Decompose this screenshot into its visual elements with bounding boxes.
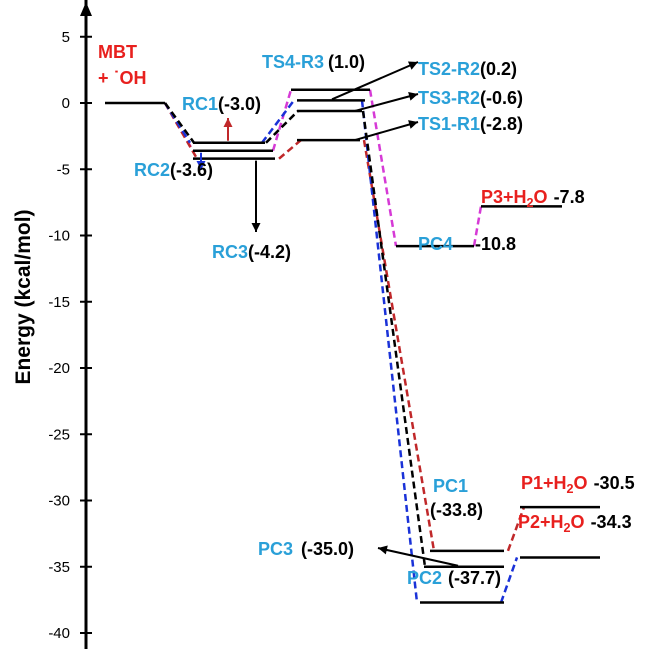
- pc4-name: PC4: [418, 234, 453, 254]
- y-tick-label: 0: [62, 95, 70, 112]
- pc4-label: PC4 -10.8: [418, 234, 516, 254]
- rc2-label: RC2(-3.6): [134, 160, 213, 180]
- pc3-value: (-35.0): [301, 539, 354, 559]
- p3-label: P3+H2O -7.8: [481, 187, 585, 210]
- pc2-name: PC2: [407, 568, 442, 588]
- connector-blue: [499, 557, 519, 603]
- ts2-name: TS2-R2: [418, 59, 480, 79]
- connector-magenta: [271, 89, 293, 152]
- ts3-value: (-0.6): [480, 88, 523, 108]
- pc3-label: PC3 (-35.0): [258, 539, 354, 559]
- y-tick-label: -40: [48, 625, 70, 642]
- pc4-value: -10.8: [475, 234, 516, 254]
- ts1-pointer-arrow: [354, 121, 419, 142]
- ts2-pointer-arrow-head: [407, 61, 418, 70]
- p3-name-sub: 2: [527, 196, 534, 210]
- y-tick-label: -30: [48, 493, 70, 510]
- y-tick-label: -35: [48, 559, 70, 576]
- rc1-label: RC1(-3.0): [182, 94, 261, 114]
- rc1-name: RC1: [182, 94, 218, 114]
- y-tick-label: -10: [48, 228, 70, 245]
- rc1-pointer-arrow-head: [223, 118, 233, 127]
- reactant-name-line1: MBT: [98, 42, 137, 62]
- rc3-name: RC3: [212, 242, 248, 262]
- rc2-pointer-arrow-head: [196, 161, 206, 170]
- ts3-pointer-arrow: [354, 93, 419, 112]
- y-tick-label: -20: [48, 360, 70, 377]
- rc3-label: RC3(-4.2): [212, 242, 291, 262]
- connector-red: [362, 139, 436, 552]
- ts4-value: (1.0): [328, 52, 365, 72]
- ts3-name: TS3-R2: [418, 88, 480, 108]
- rc2-name: RC2: [134, 160, 170, 180]
- pc3-pointer-arrow: [377, 547, 459, 567]
- connector-red: [506, 506, 526, 552]
- ts2-value: (0.2): [480, 59, 517, 79]
- p2-name-tail: O: [571, 512, 585, 532]
- ts1-pointer-arrow-head: [408, 120, 418, 129]
- ts3-label: TS3-R2(-0.6): [418, 88, 523, 108]
- y-tick-label: -15: [48, 294, 70, 311]
- pc2-label: PC2 (-37.7): [407, 568, 501, 588]
- pointer-arrows: [196, 61, 459, 567]
- connector-black: [361, 110, 427, 567]
- connector-blue: [261, 99, 295, 144]
- p1-value: -30.5: [594, 473, 635, 493]
- y-tick-label: -25: [48, 426, 70, 443]
- ts2-pointer-arrow: [331, 61, 419, 101]
- p2-value: -34.3: [591, 512, 632, 532]
- p2-name: P2+H: [518, 512, 564, 532]
- connector-blue: [360, 100, 419, 603]
- y-axis-title: Energy (kcal/mol): [12, 209, 35, 384]
- y-tick-label: 5: [62, 29, 70, 46]
- connector-red: [278, 139, 302, 160]
- connector-black: [265, 110, 299, 144]
- p2-label: P2+H2O -34.3: [518, 512, 632, 535]
- p1-label: P1+H2O -30.5: [521, 473, 635, 496]
- ts1-label: TS1-R1(-2.8): [418, 114, 523, 134]
- ts1-name: TS1-R1: [418, 114, 480, 134]
- energy-levels: [105, 88, 600, 604]
- rc2-value: (-3.6): [170, 160, 213, 180]
- pc3-pointer-arrow-head: [378, 545, 388, 555]
- y-axis-arrowhead: [80, 2, 92, 16]
- state-labels: MBT + ˙OH RC1(-3.0) RC2(-3.6) RC3(-4.2) TS4-R…: [98, 42, 635, 588]
- ts2-label: TS2-R2(0.2): [418, 59, 517, 79]
- connector-magenta: [368, 89, 398, 247]
- rc3-value: (-4.2): [248, 242, 291, 262]
- p3-name-tail: O: [534, 187, 548, 207]
- p3-name: P3+H: [481, 187, 527, 207]
- pc1-value: (-33.8): [430, 500, 483, 520]
- connector-black: [163, 102, 196, 144]
- connector-blue: [163, 102, 192, 144]
- rc1-value: (-3.0): [218, 94, 261, 114]
- ts1-value: (-2.8): [480, 114, 523, 134]
- ts4-label: TS4-R3 (1.0): [262, 52, 365, 72]
- pc1-name: PC1: [433, 476, 468, 496]
- y-tick-label: -5: [57, 161, 70, 178]
- pc2-value: (-37.7): [448, 568, 501, 588]
- p1-name: P1+H: [521, 473, 567, 493]
- reactant-name-line2: + ˙OH: [98, 68, 147, 88]
- rc3-pointer-arrow-head: [251, 223, 261, 232]
- y-axis-ticks: 5 0 -5 -10 -15 -20 -25 -30 -35 -40: [48, 29, 92, 642]
- ts4-name: TS4-R3: [262, 52, 324, 72]
- p2-name-sub: 2: [564, 521, 571, 535]
- p1-name-tail: O: [574, 473, 588, 493]
- connectors: [163, 89, 526, 603]
- p3-value: -7.8: [554, 187, 585, 207]
- ts3-pointer-arrow-head: [408, 91, 418, 101]
- pc3-name: PC3: [258, 539, 293, 559]
- connector-magenta: [472, 206, 483, 247]
- p1-name-sub: 2: [567, 482, 574, 496]
